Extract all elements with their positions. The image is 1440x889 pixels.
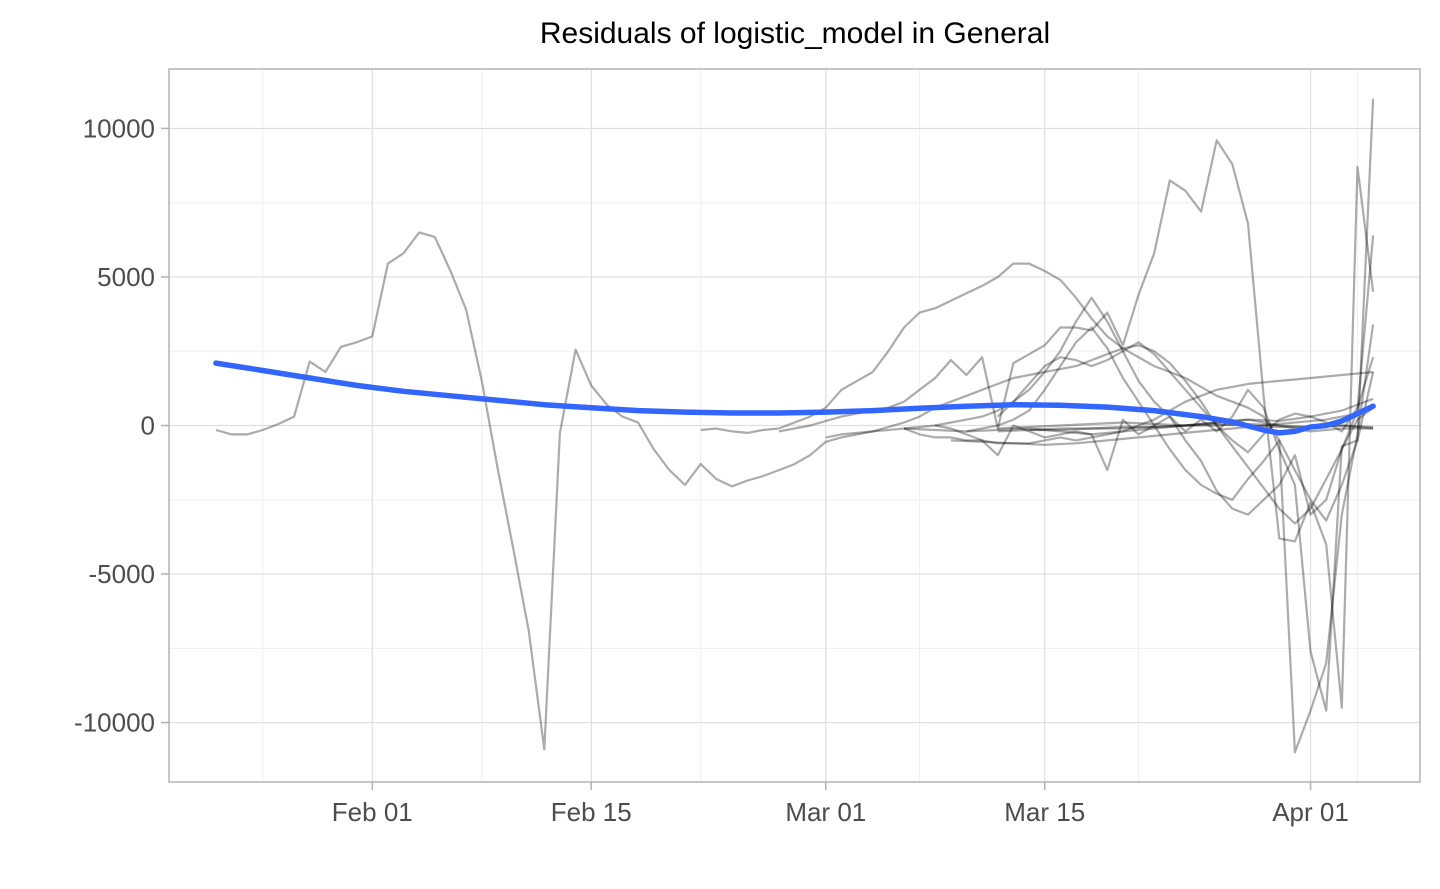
- y-axis-ticks: -10000 -5000 0 5000 10000: [74, 113, 169, 738]
- residual-series-9: [903, 397, 1374, 436]
- smooth-trend-line: [213, 360, 1376, 436]
- residual-series-4: [825, 370, 1374, 445]
- residual-series-11: [997, 418, 1374, 433]
- x-axis-ticks: Feb 01 Feb 15 Mar 01 Mar 15 Apr 01: [332, 782, 1349, 827]
- residual-series-10: [950, 406, 1374, 446]
- residual-series-2: [700, 262, 1375, 522]
- residual-series-5: [903, 98, 1375, 712]
- y-tick-label-3: 5000: [97, 262, 155, 292]
- residual-series-7: [966, 324, 1375, 754]
- x-tick-label-1: Feb 15: [551, 797, 632, 827]
- y-tick-label-2: 0: [141, 411, 155, 441]
- x-tick-label-0: Feb 01: [332, 797, 413, 827]
- residual-series-8: [997, 341, 1375, 454]
- x-tick-label-2: Mar 01: [785, 797, 866, 827]
- y-tick-label-0: -10000: [74, 708, 155, 738]
- chart-title: Residuals of logistic_model in General: [540, 17, 1050, 50]
- y-tick-label-4: 10000: [83, 113, 155, 143]
- smooth-trend-path: [213, 360, 1376, 436]
- residual-series-1: [215, 231, 1374, 751]
- x-tick-label-4: Apr 01: [1272, 797, 1349, 827]
- x-tick-label-3: Mar 15: [1004, 797, 1085, 827]
- y-tick-label-1: -5000: [89, 559, 156, 589]
- major-gridlines: [169, 69, 1420, 782]
